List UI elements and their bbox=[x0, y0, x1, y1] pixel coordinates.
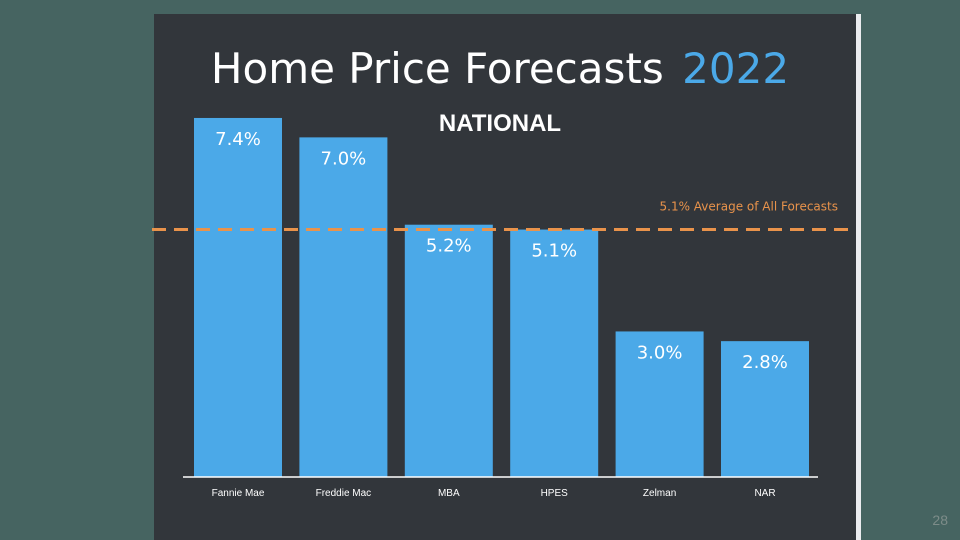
bar-value-label: 5.2% bbox=[426, 236, 472, 257]
bar-mba bbox=[404, 224, 493, 477]
chart-subtitle: NATIONAL bbox=[439, 110, 561, 137]
category-label: Zelman bbox=[643, 488, 676, 499]
category-label: Freddie Mac bbox=[316, 488, 372, 499]
category-label: HPES bbox=[541, 488, 569, 499]
title-main: Home Price Forecasts bbox=[211, 44, 664, 93]
slide-edge bbox=[856, 14, 861, 540]
bar-zelman bbox=[615, 331, 704, 477]
chart-title: Home Price Forecasts 2022 bbox=[211, 44, 789, 93]
category-label: MBA bbox=[438, 488, 460, 499]
average-label: 5.1% Average of All Forecasts bbox=[660, 200, 839, 214]
bar-value-label: 7.0% bbox=[321, 148, 367, 169]
category-label: Fannie Mae bbox=[212, 488, 265, 499]
bar-value-label: 7.4% bbox=[215, 129, 261, 150]
category-label: NAR bbox=[754, 488, 775, 499]
bar-freddie-mac bbox=[299, 137, 388, 478]
slide-number: 28 bbox=[932, 512, 948, 528]
bar-value-label: 2.8% bbox=[742, 352, 788, 373]
bar-value-label: 5.1% bbox=[531, 241, 577, 262]
bar-fannie-mae bbox=[194, 117, 282, 478]
bar-hpes bbox=[510, 229, 599, 477]
bar-nar bbox=[721, 341, 809, 477]
title-year: 2022 bbox=[682, 44, 789, 93]
bar-value-label: 3.0% bbox=[637, 342, 683, 363]
